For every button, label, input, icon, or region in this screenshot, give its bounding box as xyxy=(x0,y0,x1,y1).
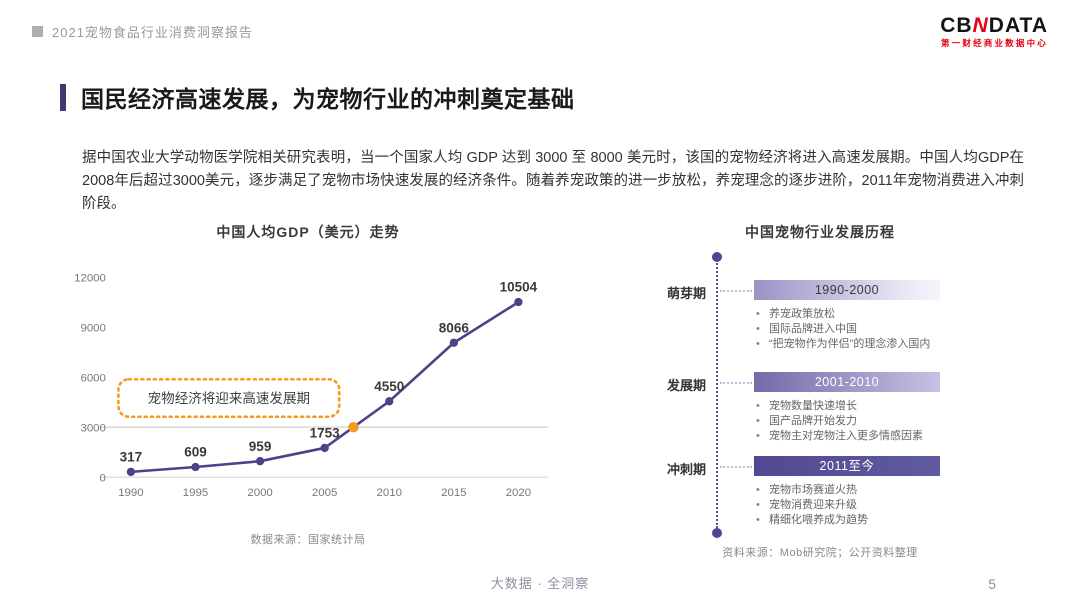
logo-suffix: DATA xyxy=(988,14,1048,37)
svg-text:8066: 8066 xyxy=(439,320,470,335)
timeline-title: 中国宠物行业发展历程 xyxy=(745,224,895,240)
gdp-chart-section: 中国人均GDP（美元）走势 0 3000 6000 9000 12000 1990 1995… xyxy=(58,222,558,547)
phase-connector xyxy=(720,290,752,292)
title-accent-bar xyxy=(60,83,66,111)
logo-prefix: CB xyxy=(940,14,973,37)
svg-text:1753: 1753 xyxy=(310,426,341,441)
svg-text:3000: 3000 xyxy=(80,422,105,434)
svg-text:2015: 2015 xyxy=(441,487,466,499)
svg-text:317: 317 xyxy=(120,449,143,464)
bullet-item: 宠物主对宠物注入更多情感因素 xyxy=(754,429,923,444)
timeline-dotted-line xyxy=(716,260,718,528)
bullet-item: 宠物市场赛道火热 xyxy=(754,483,868,498)
svg-text:2005: 2005 xyxy=(312,487,337,499)
svg-text:6000: 6000 xyxy=(80,372,105,384)
report-tag: 2021宠物食品行业消费洞察报告 xyxy=(32,22,253,41)
timeline: 萌芽期 1990-2000 养宠政策放松 国际品牌进入中国 “把宠物作为伴侣”的… xyxy=(650,252,990,538)
phase-label: 发展期 xyxy=(666,378,706,393)
phase-connector xyxy=(720,466,752,468)
svg-text:0: 0 xyxy=(100,472,106,484)
brand-logo-text: CBNDATA xyxy=(940,15,1048,36)
bullet-item: “把宠物作为伴侣”的理念渗入国内 xyxy=(754,337,930,352)
phase-label: 萌芽期 xyxy=(666,286,706,301)
report-title: 2021宠物食品行业消费洞察报告 xyxy=(52,25,253,40)
timeline-section: 中国宠物行业发展历程 萌芽期 1990-2000 养宠政策放松 国际品牌进入中国… xyxy=(650,222,990,560)
svg-text:2000: 2000 xyxy=(247,487,272,499)
phase-bullets: 养宠政策放松 国际品牌进入中国 “把宠物作为伴侣”的理念渗入国内 xyxy=(754,307,930,352)
report-tag-square-icon xyxy=(32,26,43,37)
bullet-item: 宠物消费迎来升级 xyxy=(754,498,868,513)
bullet-item: 宠物数量快速增长 xyxy=(754,399,923,414)
svg-text:宠物经济将迎来高速发展期: 宠物经济将迎来高速发展期 xyxy=(148,390,310,406)
gdp-line-chart: 0 3000 6000 9000 12000 1990 1995 2000 2005 2010 20… xyxy=(74,272,548,499)
phase-bullets: 宠物市场赛道火热 宠物消费迎来升级 精细化喂养成为趋势 xyxy=(754,483,868,528)
bullet-item: 精细化喂养成为趋势 xyxy=(754,513,868,528)
logo-mark-icon: N xyxy=(972,14,989,37)
phase-label: 冲刺期 xyxy=(666,462,706,477)
intro-paragraph: 据中国农业大学动物医学院相关研究表明，当一个国家人均 GDP 达到 3000 至… xyxy=(82,149,1024,213)
bullet-item: 养宠政策放松 xyxy=(754,307,930,322)
svg-text:2020: 2020 xyxy=(506,487,531,499)
timeline-top-dot-icon xyxy=(712,252,722,262)
bullet-item: 国产品牌开始发力 xyxy=(754,414,923,429)
svg-text:1990: 1990 xyxy=(118,487,143,499)
brand-logo: CBNDATA 第一财经商业数据中心 xyxy=(940,15,1048,48)
phase-bullets: 宠物数量快速增长 国产品牌开始发力 宠物主对宠物注入更多情感因素 xyxy=(754,399,923,444)
phase-connector xyxy=(720,382,752,384)
svg-text:609: 609 xyxy=(184,445,207,460)
timeline-source: 资料来源：Mob研究院；公开资料整理 xyxy=(722,547,918,559)
timeline-bottom-dot-icon xyxy=(712,528,722,538)
svg-text:959: 959 xyxy=(249,439,272,454)
svg-text:9000: 9000 xyxy=(80,322,105,334)
phase-period-bar: 2011至今 xyxy=(754,456,940,476)
page-number: 5 xyxy=(988,576,996,592)
page-title: 国民经济高速发展，为宠物行业的冲刺奠定基础 xyxy=(81,86,575,112)
chart-source: 数据来源：国家统计局 xyxy=(250,533,366,546)
svg-text:2010: 2010 xyxy=(377,487,402,499)
svg-text:12000: 12000 xyxy=(74,272,106,284)
svg-text:4550: 4550 xyxy=(374,379,404,394)
footer-slogan: 大数据 · 全洞察 xyxy=(490,576,590,591)
phase-period-bar: 1990-2000 xyxy=(754,280,940,300)
brand-logo-subtitle: 第一财经商业数据中心 xyxy=(940,38,1048,48)
phase-period-bar: 2001-2010 xyxy=(754,372,940,392)
bullet-item: 国际品牌进入中国 xyxy=(754,322,930,337)
chart-title: 中国人均GDP（美元）走势 xyxy=(216,224,400,240)
title-row: 国民经济高速发展，为宠物行业的冲刺奠定基础 xyxy=(60,80,575,114)
svg-text:10504: 10504 xyxy=(500,280,538,295)
svg-text:1995: 1995 xyxy=(183,487,208,499)
